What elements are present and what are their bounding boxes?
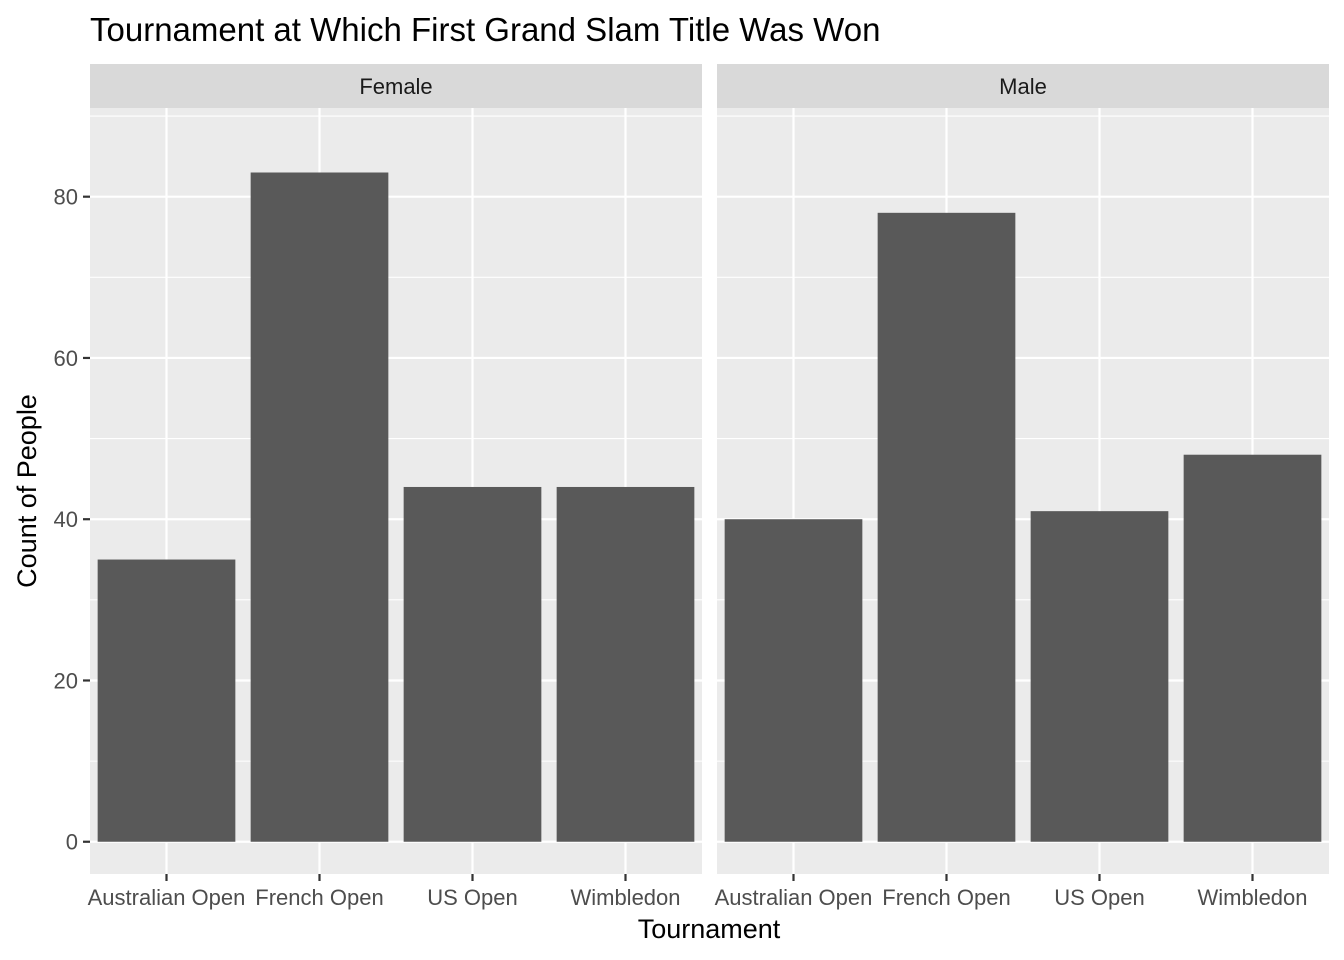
bar-female-wimbledon [556,486,695,842]
y-tick-label: 40 [54,507,78,532]
facet-female: Female Australian Open French Open US Open W… [88,64,702,910]
bar-male-wimbledon [1183,454,1322,842]
facet-label: Male [999,74,1047,99]
x-tick-label: Wimbledon [1197,885,1307,910]
bar-female-french-open [250,172,389,842]
x-tick-label: Australian Open [88,885,246,910]
x-tick-label: US Open [1054,885,1145,910]
y-axis-title: Count of People [12,394,42,588]
facet-label: Female [359,74,432,99]
x-tick-label: Australian Open [715,885,873,910]
bar-male-australian-open [724,519,863,842]
y-axis: 0 20 40 60 80 [54,185,90,855]
x-axis-title: Tournament [638,914,781,944]
bar-female-us-open [403,486,542,842]
x-tick-label: US Open [427,885,518,910]
bar-male-us-open [1030,511,1169,842]
y-tick-label: 60 [54,346,78,371]
x-tick-label: Wimbledon [570,885,680,910]
y-tick-label: 0 [66,830,78,855]
y-tick-label: 80 [54,185,78,210]
x-tick-label: French Open [882,885,1010,910]
facet-strip [717,64,1329,108]
x-tick-label: French Open [255,885,383,910]
y-tick-label: 20 [54,668,78,693]
facet-male: Male Australian Open French Open US Open Wim… [715,64,1329,910]
bar-male-french-open [877,212,1016,842]
facet-panels: Female Australian Open French Open US Open W… [54,64,1329,910]
facet-strip [90,64,702,108]
bar-female-australian-open [97,559,236,842]
chart-title: Tournament at Which First Grand Slam Tit… [90,11,880,48]
